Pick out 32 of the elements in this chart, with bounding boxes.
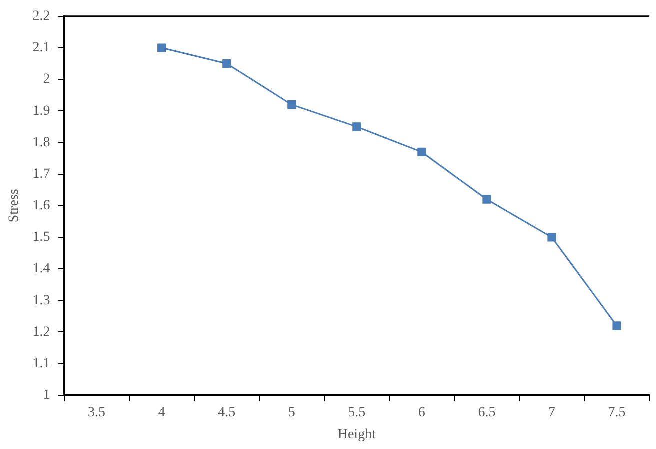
y-tick-label: 1.6: [32, 198, 50, 214]
point: [548, 233, 556, 242]
y-tick-label: 2.2: [32, 9, 50, 24]
y-tick-label: 1.3: [32, 293, 50, 308]
y-tick-label: 1.8: [32, 135, 50, 150]
x-tick-label: 5: [288, 405, 296, 420]
x-tick-label: 6.5: [478, 405, 496, 420]
point: [158, 44, 166, 52]
x-tick-label: 6: [418, 405, 426, 420]
y-tick-label: 2: [43, 72, 50, 88]
point: [418, 148, 426, 156]
x-tick-label: 4: [158, 405, 166, 420]
point: [222, 59, 232, 68]
x-tick-label: 4.5: [218, 405, 236, 420]
y-tick-label: 1.2: [32, 324, 50, 340]
x-tick-label: 3.5: [88, 405, 106, 420]
y-tick-label: 1.5: [32, 230, 50, 246]
y-tick-label: 2.1: [32, 40, 50, 56]
x-tick-label: 7.5: [608, 405, 626, 420]
point: [352, 122, 362, 132]
point: [612, 322, 622, 330]
y-tick-label: 1.7: [32, 166, 50, 182]
x-axis-title: Height: [338, 427, 376, 442]
y-axis-title: Stress: [7, 189, 22, 223]
y-tick-label: 1.1: [32, 356, 50, 372]
x-tick-label: 7: [548, 405, 556, 420]
point: [288, 100, 296, 110]
point: [482, 195, 492, 204]
x-tick-label: 5.5: [348, 405, 366, 420]
y-tick-label: 1: [43, 388, 50, 404]
y-tick-label: 1.4: [32, 262, 50, 277]
y-tick-label: 1.9: [32, 104, 50, 119]
